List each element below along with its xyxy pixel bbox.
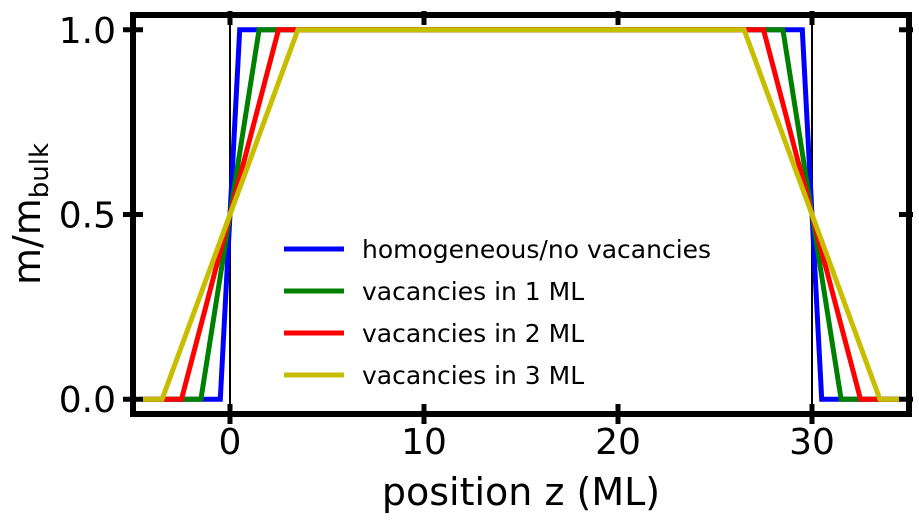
plot-frame bbox=[130, 12, 912, 417]
series-lines bbox=[142, 27, 900, 402]
series-line-4 bbox=[142, 27, 900, 402]
axis-ticks bbox=[123, 11, 913, 424]
x-tick-label: 30 bbox=[789, 422, 835, 463]
y-axis-title: m/mbulk bbox=[5, 143, 55, 285]
y-tick-label: 0.5 bbox=[59, 196, 116, 237]
legend-label: homogeneous/no vacancies bbox=[362, 235, 711, 264]
x-axis-title: position z (ML) bbox=[382, 470, 660, 514]
plot-area bbox=[123, 11, 913, 424]
x-tick-label: 0 bbox=[219, 422, 242, 463]
legend-label: vacancies in 2 ML bbox=[362, 319, 584, 348]
x-tick-label: 10 bbox=[401, 422, 447, 463]
x-tick-labels: 0 10 20 30 bbox=[219, 422, 835, 463]
y-tick-labels: 0.0 0.5 1.0 bbox=[59, 11, 116, 421]
y-tick-label: 1.0 bbox=[59, 11, 116, 52]
y-tick-label: 0.0 bbox=[59, 380, 116, 421]
y-axis-title-base: m/m bbox=[5, 198, 49, 285]
legend-label: vacancies in 1 ML bbox=[362, 277, 584, 306]
y-axis-title-subscript: bulk bbox=[25, 143, 55, 198]
reference-lines bbox=[229, 15, 813, 414]
x-tick-label: 20 bbox=[595, 422, 641, 463]
legend: homogeneous/no vacancies vacancies in 1 M… bbox=[284, 235, 711, 390]
legend-label: vacancies in 3 ML bbox=[362, 361, 584, 390]
